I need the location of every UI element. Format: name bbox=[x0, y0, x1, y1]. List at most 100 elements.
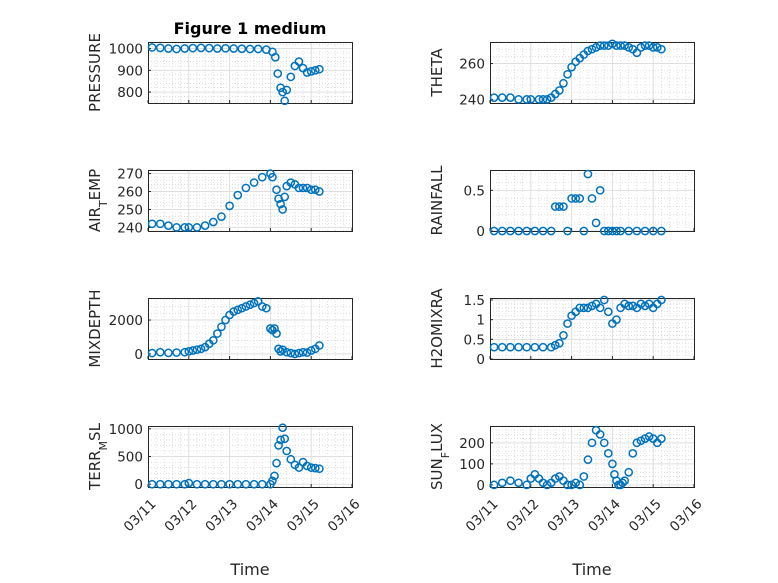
data-point bbox=[217, 322, 226, 332]
data-point bbox=[282, 446, 292, 456]
data-point bbox=[257, 172, 267, 182]
axes-box bbox=[490, 170, 695, 232]
y-tick-label: 800 bbox=[117, 85, 143, 101]
y-axis-label: MIXDEPTH bbox=[86, 289, 104, 367]
data-point bbox=[225, 479, 234, 489]
axes-box bbox=[490, 426, 695, 488]
data-point bbox=[290, 349, 300, 359]
data-point bbox=[172, 44, 181, 54]
data-point bbox=[302, 461, 312, 471]
data-point bbox=[155, 479, 165, 489]
data-point bbox=[616, 226, 625, 236]
data-point bbox=[559, 331, 568, 340]
data-point bbox=[575, 194, 585, 203]
y-tick-label: 0 bbox=[134, 347, 143, 363]
data-point bbox=[188, 346, 198, 355]
data-point bbox=[506, 226, 515, 236]
data-point bbox=[310, 463, 320, 473]
data-point bbox=[274, 441, 283, 450]
data-point bbox=[514, 95, 523, 104]
data-point bbox=[294, 463, 304, 472]
data-point bbox=[257, 479, 267, 489]
data-point bbox=[497, 478, 507, 488]
data-point bbox=[245, 300, 255, 310]
data-point bbox=[294, 57, 304, 66]
data-point bbox=[261, 303, 271, 313]
data-point bbox=[571, 194, 581, 203]
data-point bbox=[221, 43, 230, 53]
data-point bbox=[648, 226, 658, 236]
data-point bbox=[180, 223, 190, 232]
data-point bbox=[294, 348, 304, 358]
x-tick-label: 03/12 bbox=[504, 496, 543, 535]
data-point bbox=[599, 295, 609, 305]
data-point bbox=[640, 226, 650, 236]
data-point bbox=[591, 218, 601, 228]
data-point bbox=[542, 95, 552, 104]
data-point bbox=[538, 342, 548, 352]
data-point bbox=[603, 307, 613, 317]
data-point bbox=[192, 479, 202, 489]
data-point bbox=[575, 303, 585, 313]
data-point bbox=[497, 93, 507, 102]
data-point bbox=[595, 41, 605, 50]
data-point bbox=[587, 438, 597, 448]
x-axis-label: Time bbox=[571, 560, 611, 579]
y-tick-label: 1 bbox=[476, 313, 485, 329]
axes-area bbox=[148, 170, 352, 231]
data-point bbox=[522, 226, 532, 236]
data-point bbox=[563, 226, 572, 236]
data-point bbox=[276, 435, 285, 445]
data-point bbox=[302, 183, 312, 193]
data-point bbox=[497, 342, 507, 352]
data-point bbox=[253, 44, 263, 54]
data-point bbox=[595, 303, 605, 313]
data-point bbox=[608, 226, 617, 236]
data-point bbox=[306, 185, 316, 195]
x-tick-label: 03/14 bbox=[243, 496, 282, 535]
data-point bbox=[213, 329, 222, 338]
data-point bbox=[620, 41, 629, 50]
data-point bbox=[506, 342, 515, 352]
data-point bbox=[497, 226, 507, 236]
data-point bbox=[636, 299, 646, 309]
data-point bbox=[489, 342, 499, 352]
data-point bbox=[217, 479, 226, 489]
data-point bbox=[266, 324, 275, 333]
data-point bbox=[302, 68, 312, 77]
data-point bbox=[530, 342, 540, 352]
data-point bbox=[612, 226, 621, 236]
y-axis-label: H2OMIXRA bbox=[428, 288, 446, 369]
data-point bbox=[217, 212, 226, 221]
y-tick-label: 1000 bbox=[109, 422, 143, 438]
data-point bbox=[208, 479, 218, 489]
data-point bbox=[147, 479, 157, 489]
x-tick-label: 03/13 bbox=[544, 496, 583, 535]
x-axis-label: Time bbox=[229, 560, 269, 579]
x-tick-label: 03/11 bbox=[121, 496, 160, 535]
data-point bbox=[184, 478, 194, 488]
data-point bbox=[192, 223, 202, 232]
data-point bbox=[555, 86, 564, 95]
data-point bbox=[546, 342, 556, 352]
data-point bbox=[276, 347, 285, 356]
x-tick-label: 03/16 bbox=[667, 496, 706, 535]
y-tick-label: 240 bbox=[459, 92, 485, 108]
data-point bbox=[164, 348, 173, 358]
data-point bbox=[526, 95, 536, 104]
data-point bbox=[657, 226, 666, 236]
data-point bbox=[624, 226, 634, 236]
data-point bbox=[306, 463, 316, 472]
y-tick-label: 0.5 bbox=[464, 183, 485, 199]
data-point bbox=[315, 341, 324, 350]
data-point bbox=[599, 226, 609, 236]
data-point bbox=[249, 479, 259, 489]
data-point bbox=[534, 95, 544, 104]
data-point bbox=[657, 44, 666, 54]
data-point bbox=[514, 342, 523, 352]
axes-box bbox=[148, 170, 353, 232]
data-point bbox=[233, 305, 243, 315]
data-point bbox=[294, 183, 304, 193]
data-point bbox=[640, 41, 650, 50]
